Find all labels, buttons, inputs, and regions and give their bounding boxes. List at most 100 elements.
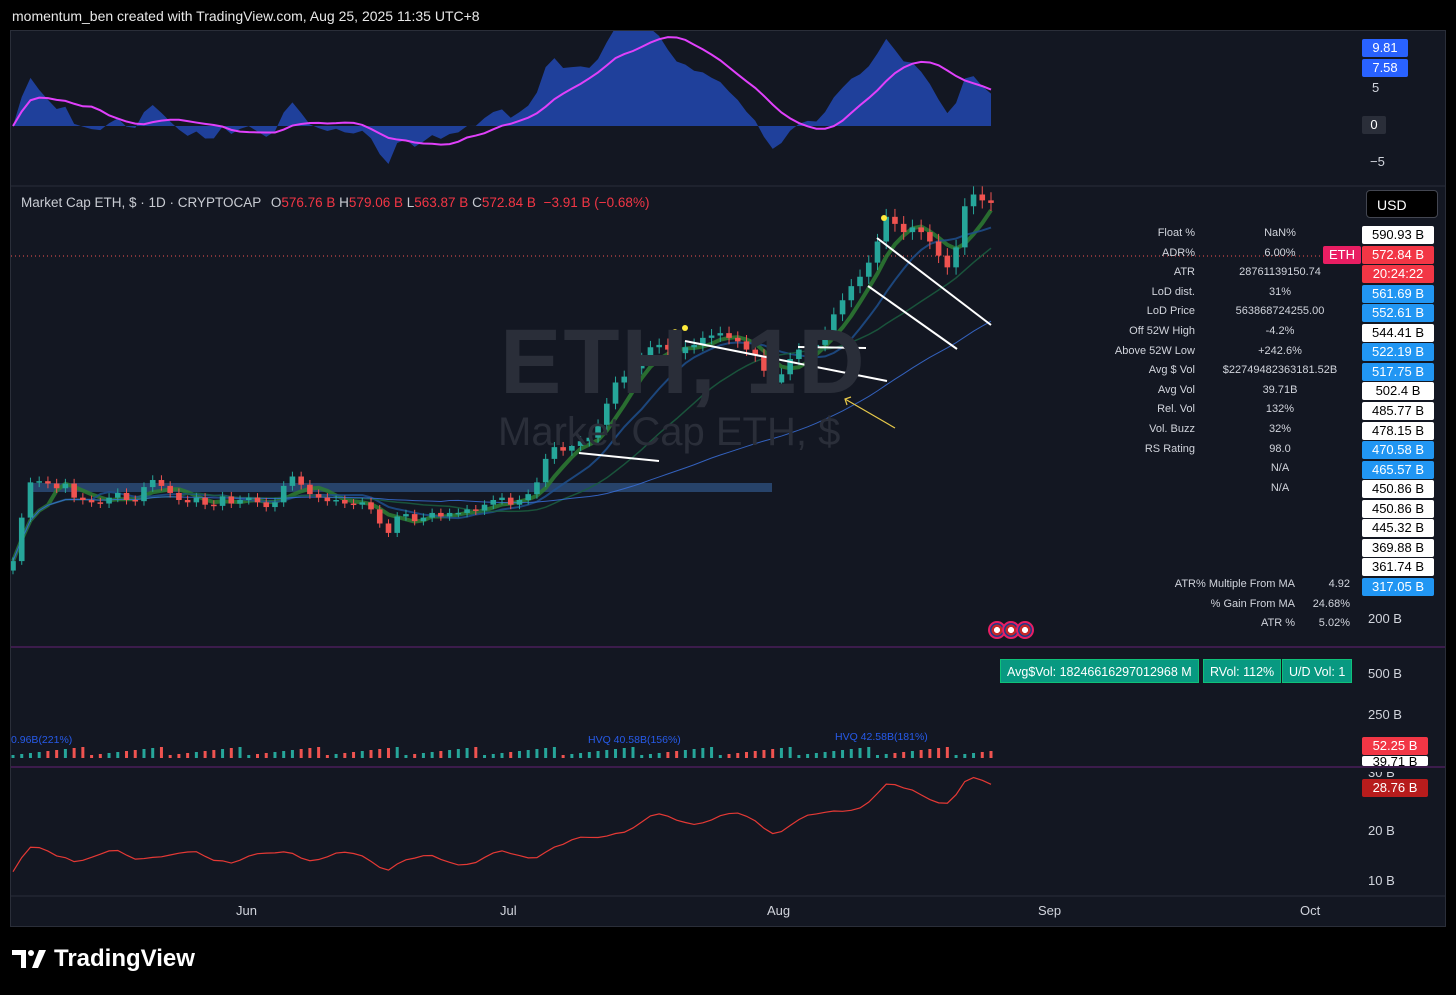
chart-canvas[interactable] (11, 31, 1445, 926)
volume-bar (299, 749, 303, 758)
volume-bar (727, 754, 731, 758)
candle-body (385, 523, 392, 533)
trendline[interactable] (867, 285, 958, 350)
trendline[interactable] (797, 346, 867, 349)
volume-bar (849, 749, 853, 758)
stats-key: Rel. Vol (1157, 403, 1195, 416)
candle-body (350, 503, 357, 506)
attribution: momentum_ben created with TradingView.co… (12, 8, 480, 24)
volume-bar (683, 750, 687, 758)
stats-row: Off 52W High -4.2% (1095, 325, 1355, 341)
trendline[interactable] (578, 452, 660, 462)
volume-bar (238, 747, 242, 758)
volume-bar (928, 749, 932, 758)
osc-tick-5: 5 (1372, 80, 1380, 95)
price-label: 317.05 B (1362, 577, 1434, 596)
volume-bar (832, 751, 836, 758)
candle-body (280, 485, 287, 503)
volume-bar (142, 749, 146, 758)
volume-bar (666, 752, 670, 758)
volume-bar (771, 749, 775, 758)
candle-body (376, 509, 383, 524)
volume-bar (491, 754, 495, 758)
price-label: 369.88 B (1362, 538, 1434, 557)
candle-body (516, 500, 523, 505)
volume-bar (701, 748, 705, 758)
close-label: C (472, 195, 482, 210)
volume-bar (779, 748, 783, 758)
volume-bar (526, 750, 530, 758)
candle-body (254, 497, 261, 503)
atr-last-label: 28.76 B (1362, 779, 1428, 797)
candle-body (927, 232, 933, 242)
stats-value: 31% (1268, 285, 1292, 298)
volume-bar (386, 748, 390, 758)
candle-body (507, 497, 514, 505)
volume-bar (980, 752, 984, 758)
volume-bar (657, 753, 661, 758)
stats2-value: 5.02% (1318, 617, 1350, 630)
candle-body (62, 483, 69, 489)
stats-value: 98.0 (1269, 442, 1291, 455)
volume-bar (823, 752, 827, 758)
volume-bar (317, 747, 321, 758)
volume-bar (579, 753, 583, 758)
stats-value: 32% (1268, 423, 1292, 435)
volume-bar (622, 748, 626, 758)
candle-body (796, 349, 802, 359)
candle-body (577, 441, 584, 446)
volume-bar (561, 755, 565, 758)
symbol-title[interactable]: Market Cap ETH, $ · 1D · CRYPTOCAP (21, 195, 262, 210)
signal-dot (672, 329, 678, 335)
candle-body (525, 494, 531, 500)
candle-body (176, 492, 182, 500)
volume-bar (648, 754, 652, 758)
x-tick-jul: Jul (500, 903, 517, 918)
volume-bar (587, 752, 591, 758)
currency-button[interactable]: USD (1366, 190, 1438, 218)
volume-bar (500, 753, 504, 758)
trendline[interactable] (684, 340, 888, 382)
candle-body (813, 344, 820, 347)
volume-bar (421, 753, 425, 758)
candle-body (883, 216, 890, 242)
oscillator-area (13, 31, 991, 164)
volume-bar (517, 751, 521, 758)
trendline[interactable] (876, 237, 992, 326)
volume-bar (133, 750, 137, 758)
price-label: 590.93 B (1362, 226, 1434, 244)
volume-bar (11, 755, 15, 758)
volume-bar (989, 751, 993, 758)
price-label: 552.61 B (1362, 304, 1434, 323)
volume-bar (884, 754, 888, 758)
candle-body (734, 337, 741, 342)
volume-bar (474, 747, 478, 758)
candle-body (184, 500, 191, 503)
candle-body (569, 445, 575, 451)
low-label: L (406, 195, 415, 210)
volume-bar (605, 750, 609, 758)
vol-tick-250: 250 B (1368, 707, 1402, 722)
candle-body (787, 359, 793, 375)
avg-dollar-vol-tag: Avg$Vol: 18246616297012968 M (1000, 659, 1199, 683)
stats-key: RS Rating (1144, 442, 1195, 455)
volume-bar (544, 748, 548, 758)
volume-bar (448, 750, 452, 758)
volume-bar (273, 752, 277, 758)
chart-frame[interactable] (10, 30, 1446, 927)
stats-value: 39.71B (1262, 383, 1298, 396)
eth-tag: ETH (1323, 246, 1361, 264)
stats-row: Vol. Buzz 32% (1095, 423, 1355, 439)
stats-row: ATR 28761139150.74 (1095, 266, 1355, 282)
volume-bar (159, 747, 163, 758)
candle-body (211, 504, 217, 507)
us-flag-icon[interactable] (1016, 621, 1034, 639)
stats-key: LoD Price (1146, 305, 1195, 318)
price-label: 361.74 B (1362, 558, 1434, 577)
candle-body (490, 500, 497, 505)
price-label: 470.58 B (1362, 441, 1434, 460)
price-label: 465.57 B (1362, 460, 1434, 479)
candle-body (411, 514, 418, 522)
candle-body (595, 424, 601, 438)
candle-body (429, 512, 435, 518)
